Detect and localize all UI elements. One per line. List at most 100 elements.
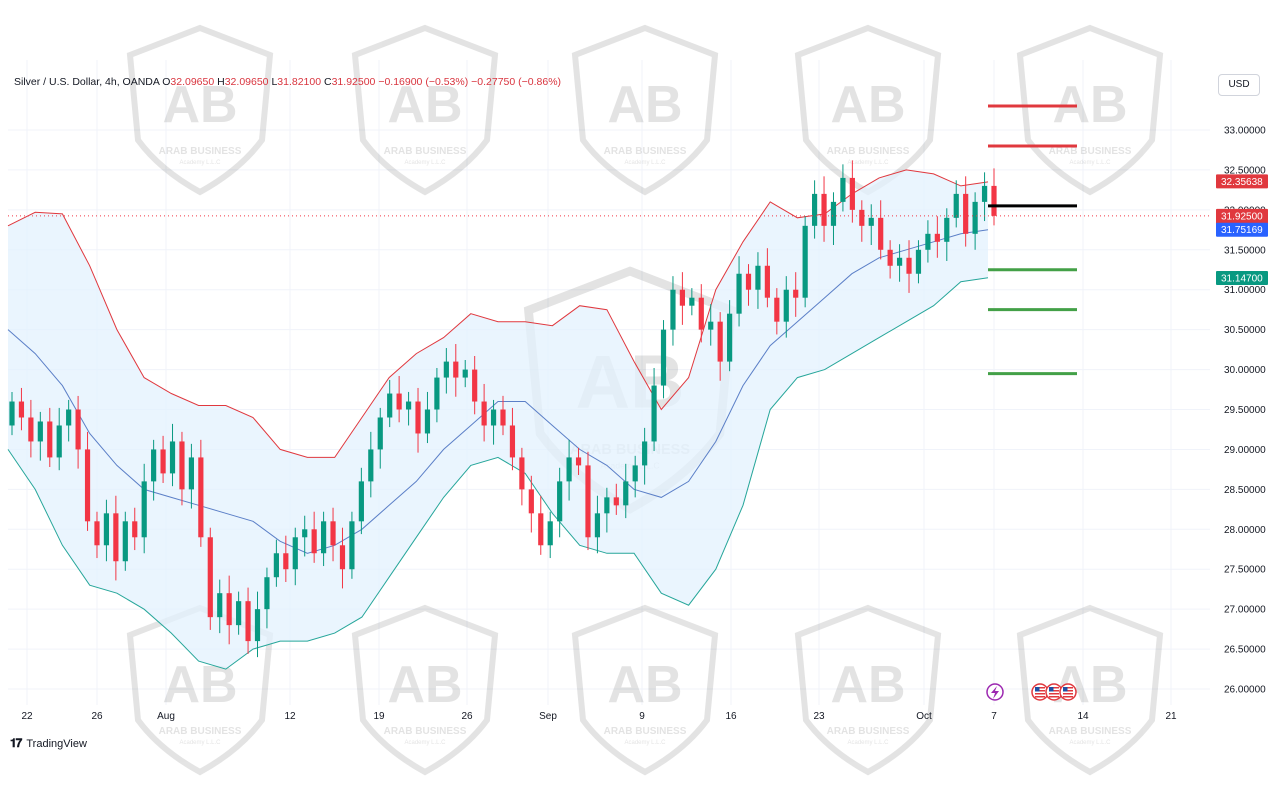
flag-ring <box>1059 683 1077 701</box>
change-value-2: −0.27750 (−0.86%) <box>471 76 562 88</box>
candle-body <box>292 537 298 570</box>
candle-body <box>774 297 780 322</box>
candle-body <box>188 457 195 490</box>
event-icons[interactable] <box>986 683 1077 701</box>
flag-stripe <box>1035 690 1045 692</box>
price-badge <box>1216 270 1268 285</box>
candle-body <box>934 233 940 242</box>
watermark-monogram: AB <box>830 76 905 134</box>
candle-body <box>283 553 289 570</box>
watermark-name: ARAB BUSINESS <box>159 726 242 737</box>
candle-body <box>481 401 487 426</box>
shield-icon <box>571 24 719 196</box>
candle-body <box>66 409 72 426</box>
candle-body <box>320 521 327 554</box>
watermark-name: ARAB BUSINESS <box>827 146 910 157</box>
shield-icon <box>126 604 274 776</box>
candle-body <box>717 321 723 362</box>
candle-body <box>896 257 903 266</box>
x-tick-label: 23 <box>813 711 825 722</box>
lightning-event-icon[interactable] <box>986 683 1004 701</box>
candle-body <box>906 257 912 274</box>
x-tick-label: 7 <box>991 711 997 722</box>
currency-button[interactable]: USD <box>1218 74 1260 96</box>
x-tick-label: 26 <box>91 711 103 722</box>
y-tick-label: 31.00000 <box>1224 285 1266 296</box>
candle-body <box>302 529 308 538</box>
shield-icon <box>126 24 274 196</box>
candle-body <box>207 537 213 618</box>
tradingview-mark-icon: 𝟏𝟕 <box>10 736 22 750</box>
time-axis: 22 26 Aug 12 19 26 Sep 9 16 23 Oct 7 14 21 <box>21 711 1177 722</box>
close-label: C <box>324 76 332 88</box>
watermark-name: ARAB BUSINESS <box>159 146 242 157</box>
price-badge-label: 31.75169 <box>1221 225 1263 236</box>
y-tick-label: 30.00000 <box>1224 365 1266 376</box>
shield-icon <box>351 24 499 196</box>
x-tick-label: 21 <box>1165 711 1177 722</box>
watermark-sub: Academy L.L.C <box>1069 160 1111 166</box>
candle-body <box>415 401 421 434</box>
candle-body <box>840 177 846 202</box>
candle-body <box>349 521 355 570</box>
candle-body <box>689 297 695 306</box>
flag-stripe <box>1035 693 1045 695</box>
candle-body <box>226 593 232 626</box>
us-flag-event-icon[interactable] <box>1031 683 1049 701</box>
candle-body <box>991 185 997 216</box>
us-flag-event-icon[interactable] <box>1059 683 1077 701</box>
shield-icon <box>1016 24 1164 196</box>
candle-body <box>424 409 431 434</box>
candle-body <box>122 521 128 562</box>
candle-body <box>472 369 478 402</box>
low-value: 31.82100 <box>277 76 322 88</box>
x-tick-label: 9 <box>639 711 645 722</box>
tradingview-logo[interactable]: 𝟏𝟕 TradingView <box>10 736 87 751</box>
watermark-sub: Academy L.L.C <box>847 740 889 746</box>
low-label: L <box>271 76 278 88</box>
price-badge-label: 31.14700 <box>1221 273 1263 284</box>
candle-body <box>698 297 704 330</box>
candle-body <box>132 521 138 538</box>
candle-body <box>339 545 346 570</box>
candle-body <box>575 457 582 466</box>
candle-body <box>604 497 610 514</box>
candles <box>8 160 1212 658</box>
symbol-title[interactable]: Silver / U.S. Dollar, 4h, OANDA <box>14 76 160 88</box>
candle-body <box>217 593 223 618</box>
watermark-name: ARAB BUSINESS <box>1049 726 1132 737</box>
candle-body <box>887 249 893 266</box>
x-tick-label: Sep <box>539 711 557 722</box>
high-value: 32.09650 <box>224 76 269 88</box>
candle-body <box>783 289 789 322</box>
candle-body <box>830 201 837 226</box>
flag-stripe <box>1049 696 1059 698</box>
candle-body <box>387 393 393 418</box>
brand-label: TradingView <box>26 737 87 750</box>
watermark-monogram: AB <box>607 656 682 714</box>
open-value: 32.09650 <box>170 76 215 88</box>
candle-body <box>490 409 497 426</box>
candle-body <box>500 409 506 426</box>
candle-body <box>679 289 686 306</box>
flag-stripe <box>1063 693 1073 695</box>
x-tick-label: 16 <box>725 711 737 722</box>
candle-body <box>103 513 110 546</box>
candle-body <box>358 481 364 522</box>
x-tick-label: Aug <box>157 711 175 722</box>
candle-body <box>566 457 572 482</box>
candle-body <box>462 369 468 378</box>
watermark-name: ARAB BUSINESS <box>384 726 467 737</box>
flag-stripe <box>1063 690 1073 692</box>
candle-body <box>944 217 950 242</box>
band-fill <box>8 169 988 670</box>
candle-body <box>509 425 516 458</box>
candle-body <box>198 457 204 538</box>
candle-body <box>37 421 43 442</box>
